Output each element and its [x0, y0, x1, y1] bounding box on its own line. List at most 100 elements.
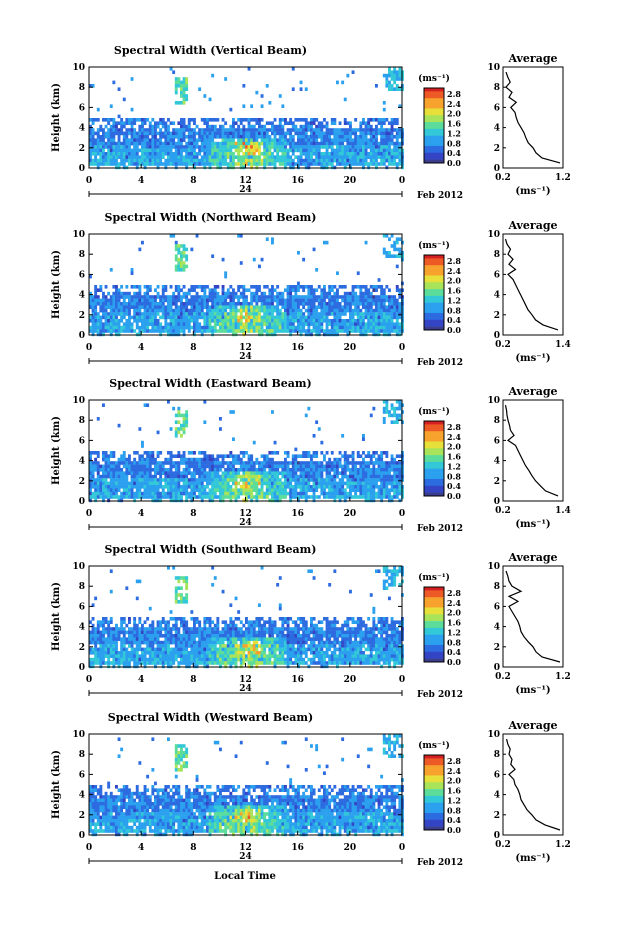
- avg-x-label: (ms⁻¹): [515, 186, 550, 197]
- colorbar-segment: [424, 651, 444, 656]
- y-tick-label: 0: [79, 164, 85, 174]
- x-tick-label: 4: [138, 843, 144, 853]
- y-tick-label: 2: [79, 643, 85, 653]
- colorbar-segment: [424, 638, 444, 642]
- avg-y-tick-label: 6: [494, 436, 500, 446]
- x-tick-label: 12: [239, 509, 252, 519]
- y-axis-label: Height (km): [51, 83, 62, 152]
- y-tick-label: 4: [79, 457, 85, 467]
- colorbar-segment: [424, 441, 444, 446]
- avg-y-tick-label: 6: [494, 770, 500, 780]
- colorbar-segment: [424, 826, 444, 831]
- y-tick-label: 8: [79, 582, 85, 592]
- y-axis-label: Height (km): [51, 750, 62, 819]
- avg-y-tick-label: 0: [494, 663, 500, 673]
- colorbar-tick-label: 0.0: [447, 158, 461, 168]
- x-tick-label: 0: [399, 843, 405, 853]
- colorbar-tick-label: 1.2: [447, 295, 461, 305]
- colorbar-segment: [424, 461, 444, 466]
- colorbar-tick-label: 1.2: [447, 128, 461, 138]
- colorbar-segment: [424, 789, 444, 793]
- x-tick-label: 16: [291, 176, 304, 186]
- colorbar-tick-label: 2.0: [447, 776, 461, 786]
- colorbar-tick-label: 0.4: [447, 481, 461, 491]
- x-tick-label: 8: [190, 176, 196, 186]
- colorbar-segment: [424, 458, 444, 463]
- heatmap-cells: [89, 67, 404, 170]
- avg-y-tick-label: 2: [494, 144, 500, 154]
- x-axis-label: Local Time: [214, 871, 276, 882]
- y-tick-label: 10: [72, 396, 85, 406]
- avg-x-tick-label: 1.2: [555, 173, 571, 183]
- colorbar-tick-label: 2.4: [447, 766, 461, 776]
- avg-x-tick-label: 0.2: [495, 840, 511, 850]
- y-tick-label: 0: [79, 831, 85, 841]
- y-tick-label: 4: [79, 124, 85, 134]
- colorbar-segment: [424, 128, 444, 133]
- avg-x-label: (ms⁻¹): [515, 519, 550, 530]
- x-tick-label: 4: [138, 176, 144, 186]
- y-tick-label: 2: [79, 477, 85, 487]
- date-label: Feb 2012: [417, 858, 463, 868]
- colorbar-segment: [424, 617, 444, 622]
- colorbar-segment: [424, 255, 444, 259]
- x-tick-label: 0: [399, 343, 405, 353]
- y-tick-label: 8: [79, 416, 85, 426]
- colorbar-segment: [424, 295, 444, 300]
- colorbar-segment: [424, 292, 444, 297]
- colorbar-segment: [424, 156, 444, 160]
- colorbar-tick-label: 2.4: [447, 99, 461, 109]
- y-tick-label: 4: [79, 623, 85, 633]
- colorbar-tick-label: 1.2: [447, 461, 461, 471]
- average-profile-line: [504, 238, 559, 331]
- y-axis-label: Height (km): [51, 582, 62, 651]
- panel-0: Spectral Width (Vertical Beam)0246810Hei…: [51, 44, 571, 201]
- colorbar-segment: [424, 159, 444, 164]
- avg-y-tick-label: 10: [487, 730, 500, 740]
- colorbar-segment: [424, 319, 444, 324]
- colorbar-segment: [424, 302, 444, 307]
- average-title: Average: [507, 385, 557, 398]
- colorbar-segment: [424, 424, 444, 429]
- colorbar-segment: [424, 644, 444, 649]
- colorbar-segment: [424, 268, 444, 273]
- panel-3: Spectral Width (Southward Beam)0246810He…: [51, 543, 571, 700]
- colorbar-segment: [424, 782, 444, 786]
- colorbar-segment: [424, 590, 444, 595]
- avg-y-tick-label: 10: [487, 562, 500, 572]
- avg-y-tick-label: 8: [494, 416, 500, 426]
- colorbar-segment: [424, 101, 444, 106]
- y-axis-label: Height (km): [51, 416, 62, 485]
- avg-y-tick-label: 4: [494, 457, 500, 467]
- colorbar-segment: [424, 761, 444, 766]
- colorbar-segment: [424, 108, 444, 113]
- colorbar-tick-label: 2.0: [447, 442, 461, 452]
- avg-x-tick-label: 1.2: [555, 840, 571, 850]
- day-label: 24: [239, 185, 252, 195]
- colorbar-tick-label: 0.8: [447, 138, 461, 148]
- colorbar-segment: [424, 282, 444, 286]
- y-tick-label: 0: [79, 497, 85, 507]
- colorbar-segment: [424, 607, 444, 612]
- avg-y-tick-label: 10: [487, 63, 500, 73]
- colorbar-segment: [424, 118, 444, 123]
- avg-y-tick-label: 4: [494, 623, 500, 633]
- y-tick-label: 8: [79, 250, 85, 260]
- colorbar-segment: [424, 772, 444, 776]
- colorbar-segment: [424, 806, 444, 810]
- colorbar-segment: [424, 634, 444, 639]
- avg-x-tick-label: 1.2: [555, 672, 571, 682]
- date-label: Feb 2012: [417, 358, 463, 368]
- avg-y-tick-label: 8: [494, 250, 500, 260]
- date-label: Feb 2012: [417, 524, 463, 534]
- y-tick-label: 0: [79, 331, 85, 341]
- colorbar-segment: [424, 326, 444, 331]
- heatmap-cells: [89, 400, 404, 503]
- colorbar-segment: [424, 309, 444, 314]
- colorbar-segment: [424, 482, 444, 487]
- panel-title: Spectral Width (Eastward Beam): [109, 377, 311, 390]
- colorbar-segment: [424, 289, 444, 293]
- avg-y-tick-label: 2: [494, 643, 500, 653]
- average-title: Average: [507, 719, 557, 732]
- colorbar-tick-label: 0.8: [447, 805, 461, 815]
